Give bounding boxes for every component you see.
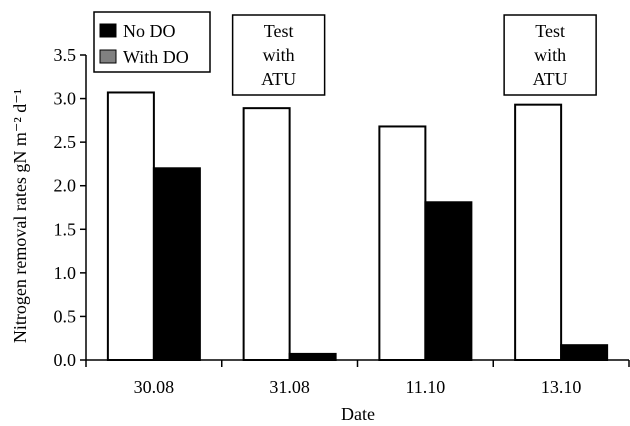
x-tick-label: 13.10 [541,377,582,397]
annotation-31-08: Test with ATU [231,14,326,96]
bar-no-do-30-08 [106,91,155,361]
y-tick-label: 2.0 [54,176,77,196]
y-tick-label: 0.0 [54,350,77,370]
x-tick-label: 30.08 [134,377,175,397]
y-tick-label: 3.0 [54,89,77,109]
y-tick-label: 2.5 [54,132,77,152]
bar-no-do-13-10 [514,103,563,361]
legend-label-no-do: No DO [123,21,176,41]
annotation-line: ATU [533,69,568,89]
x-tick-label: 31.08 [269,377,310,397]
legend-label-with-do: With DO [123,47,189,67]
annotation-line: Test [264,21,294,41]
bar-with-do-31-08 [288,352,337,361]
y-axis-title: Nitrogen removal rates gN m⁻² d⁻¹ [10,89,30,343]
y-tick-label: 1.0 [54,263,77,283]
bar-with-do-13-10 [560,344,609,361]
bar-no-do-31-08 [242,107,291,361]
y-tick-label: 0.5 [54,306,77,326]
x-axis-title: Date [341,404,375,424]
bar-with-do-30-08 [152,167,201,361]
annotation-line: with [534,45,566,65]
annotation-line: Test [535,21,565,41]
legend-swatch-with-do [99,49,117,64]
annotation-box [503,14,597,96]
legend-swatch-no-do [99,23,117,38]
legend: No DO With DO [93,11,211,73]
annotation-13-10: Test with ATU [503,14,597,96]
annotation-line: with [263,45,295,65]
x-tick-label: 11.10 [405,377,445,397]
y-tick-label: 3.5 [54,45,77,65]
annotation-line: ATU [261,69,296,89]
annotation-box [231,14,326,96]
bar-with-do-11-10 [424,201,473,361]
y-tick-label: 1.5 [54,219,77,239]
bar-no-do-11-10 [378,125,427,362]
